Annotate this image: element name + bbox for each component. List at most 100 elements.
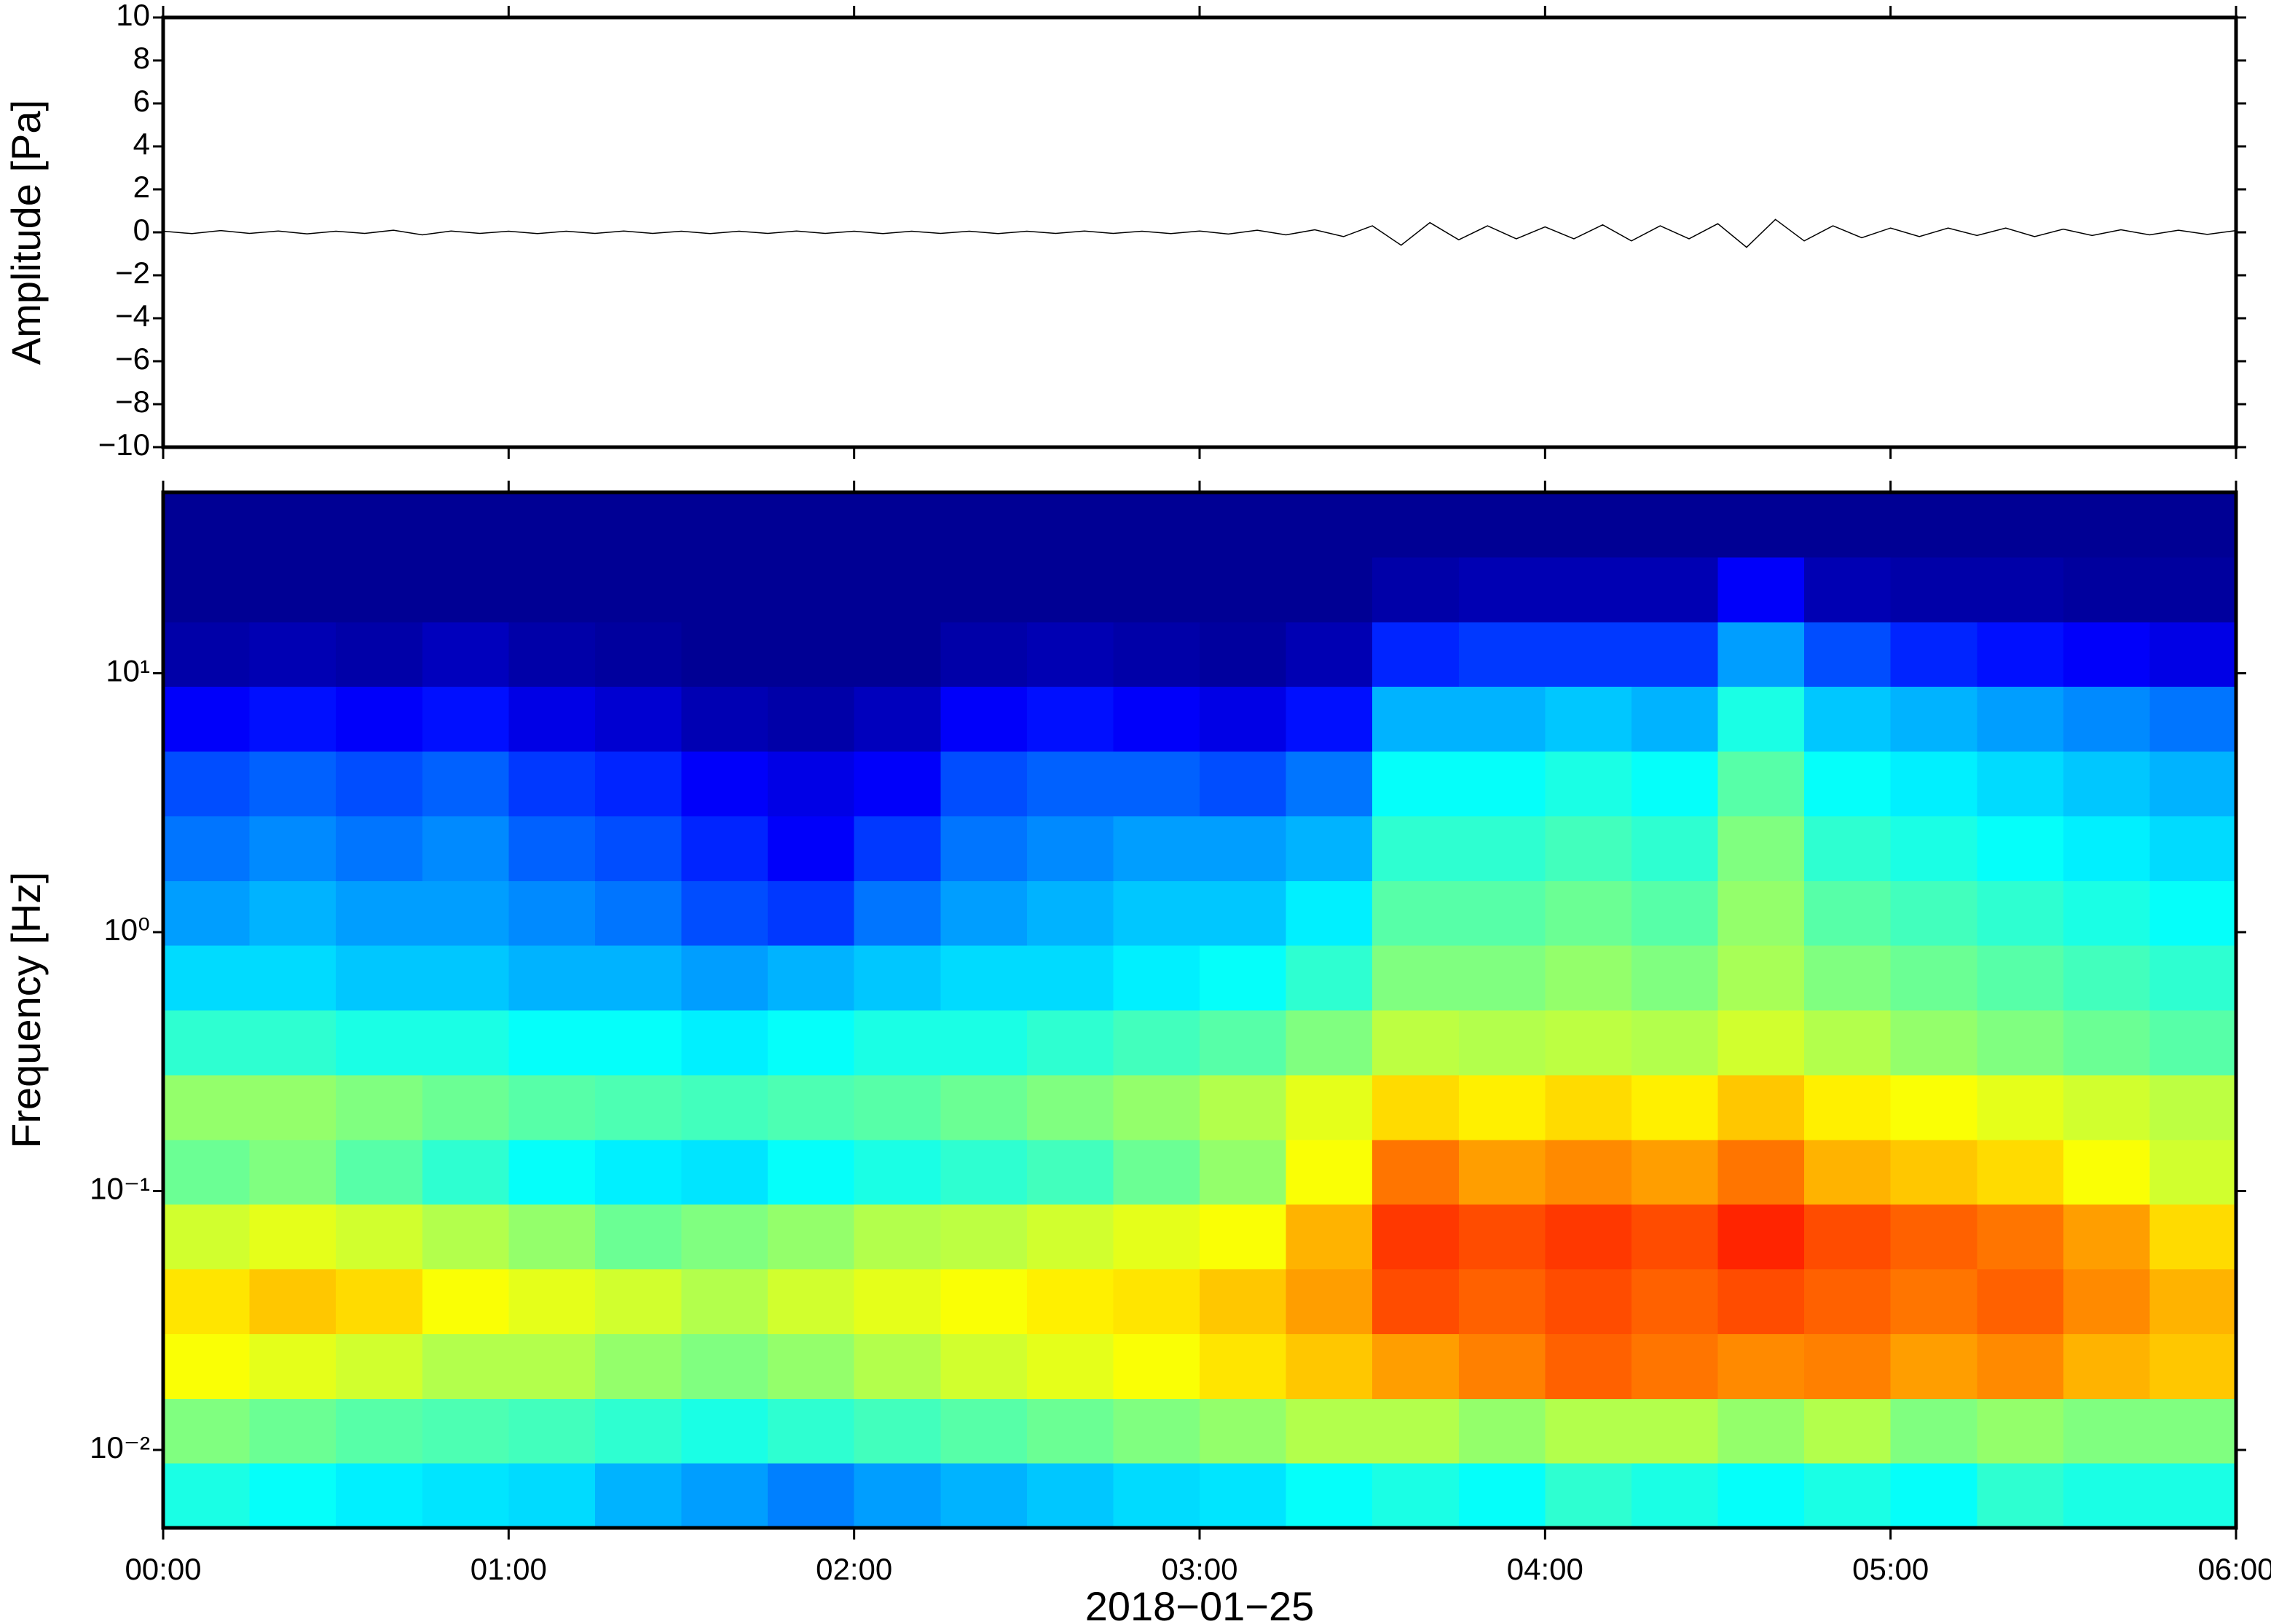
spectrogram-cell [1113,492,1200,558]
spectrogram-cell [1890,1139,1977,1205]
y-tick-label: 10¹ [106,654,150,688]
spectrogram-cell [1631,1204,1718,1269]
spectrogram-cell [1026,1462,1114,1529]
spectrogram-cell [1200,492,1287,558]
spectrogram-cell [1372,1462,1460,1529]
spectrogram-cell [1717,1462,1805,1529]
spectrogram-cell [1631,816,1718,881]
spectrogram-cell [163,1398,251,1464]
spectrogram-cell [1200,1074,1287,1140]
spectrogram-cell [336,1333,423,1399]
spectrogram-cell [1804,751,1892,816]
spectrogram-cell [681,751,768,816]
spectrogram-cell [854,686,941,752]
spectrogram-cell [249,556,336,623]
spectrogram-cell [854,816,941,881]
spectrogram-cell [1458,621,1546,687]
spectrogram-cell [422,1269,509,1334]
spectrogram-cell [854,1074,941,1140]
spectrogram-cell [1286,1010,1373,1076]
spectrogram-cell [1026,492,1114,558]
spectrogram-cell [1545,492,1632,558]
spectrogram-cell [1977,1333,2064,1399]
spectrogram-cell [1631,1074,1718,1140]
spectrogram-cell [1200,621,1287,687]
x-tick-label: 03:00 [1161,1552,1237,1586]
spectrogram-cell [681,686,768,752]
spectrogram-cell [163,1269,251,1334]
spectrogram-cell [163,1333,251,1399]
spectrogram-cell [1545,880,1632,946]
spectrogram-cell [336,492,423,558]
spectrogram-cell [940,880,1028,946]
spectrogram-cell [1804,1398,1892,1464]
spectrogram-cell [594,621,682,687]
spectrogram-cell [1977,1462,2064,1529]
spectrogram-cell [1113,556,1200,623]
spectrogram-cell [940,556,1028,623]
spectrogram-cell [1458,1333,1546,1399]
spectrogram-cell [2063,880,2150,946]
spectrogram-cell [1026,621,1114,687]
spectrogram-cell [1890,1204,1977,1269]
spectrogram-cell [163,621,251,687]
spectrogram-cell [1200,556,1287,623]
spectrogram-cell [1545,1010,1632,1076]
x-tick-label: 05:00 [1852,1552,1929,1586]
spectrogram-cell [1113,1204,1200,1269]
spectrogram-cell [336,1462,423,1529]
spectrogram-cell [1026,880,1114,946]
spectrogram-cell [1286,1333,1373,1399]
spectrogram-cell [1286,1269,1373,1334]
spectrogram-cell [249,686,336,752]
spectrogram-cell [768,1269,855,1334]
spectrogram-cell [854,1398,941,1464]
spectrogram-cell [1631,1398,1718,1464]
spectrogram-cell [594,1462,682,1529]
spectrogram-cell [1977,816,2064,881]
spectrogram-cell [1890,816,1977,881]
spectrogram-cell [2063,1269,2150,1334]
spectrogram-cell [1113,1398,1200,1464]
spectrogram-cell [336,751,423,816]
y-tick-label: 10⁻² [90,1430,150,1465]
spectrogram-cell [1200,686,1287,752]
spectrogram-cell [1372,1010,1460,1076]
spectrogram-cell [249,492,336,558]
spectrogram-cell [681,556,768,623]
spectrogram-cell [768,1333,855,1399]
spectrogram-cell [163,945,251,1011]
spectrogram-cell [1286,556,1373,623]
spectrogram-cell [594,1398,682,1464]
spectrogram-cell [594,1139,682,1205]
spectrogram-cell [681,945,768,1011]
spectrogram-cell [1113,621,1200,687]
x-tick-label: 01:00 [471,1552,547,1586]
spectrogram-cell [1286,1462,1373,1529]
spectrogram-cell [681,1074,768,1140]
spectrogram-cell [1545,686,1632,752]
spectrogram-cell [1372,1139,1460,1205]
spectrogram-cell [2149,1139,2237,1205]
spectrogram-cell [1458,1204,1546,1269]
spectrogram-cell [2149,1333,2237,1399]
spectrogram-cell [163,1074,251,1140]
spectrogram-cell [681,621,768,687]
spectrogram-cell [1890,556,1977,623]
spectrogram-cell [1026,751,1114,816]
spectrogram-cell [336,880,423,946]
spectrogram-cell [1026,556,1114,623]
spectrogram-cell [768,945,855,1011]
spectrogram-cell [681,1398,768,1464]
spectrogram-cell [1890,880,1977,946]
spectrogram-cell [336,1139,423,1205]
spectrogram-cell [940,945,1028,1011]
spectrogram-cell [2063,945,2150,1011]
spectrogram-cell [1372,945,1460,1011]
spectrogram-cell [2149,945,2237,1011]
spectrogram-cell [1286,1204,1373,1269]
spectrogram-cell [2149,751,2237,816]
spectrogram-cell [854,1269,941,1334]
spectrogram-cell [1286,1139,1373,1205]
